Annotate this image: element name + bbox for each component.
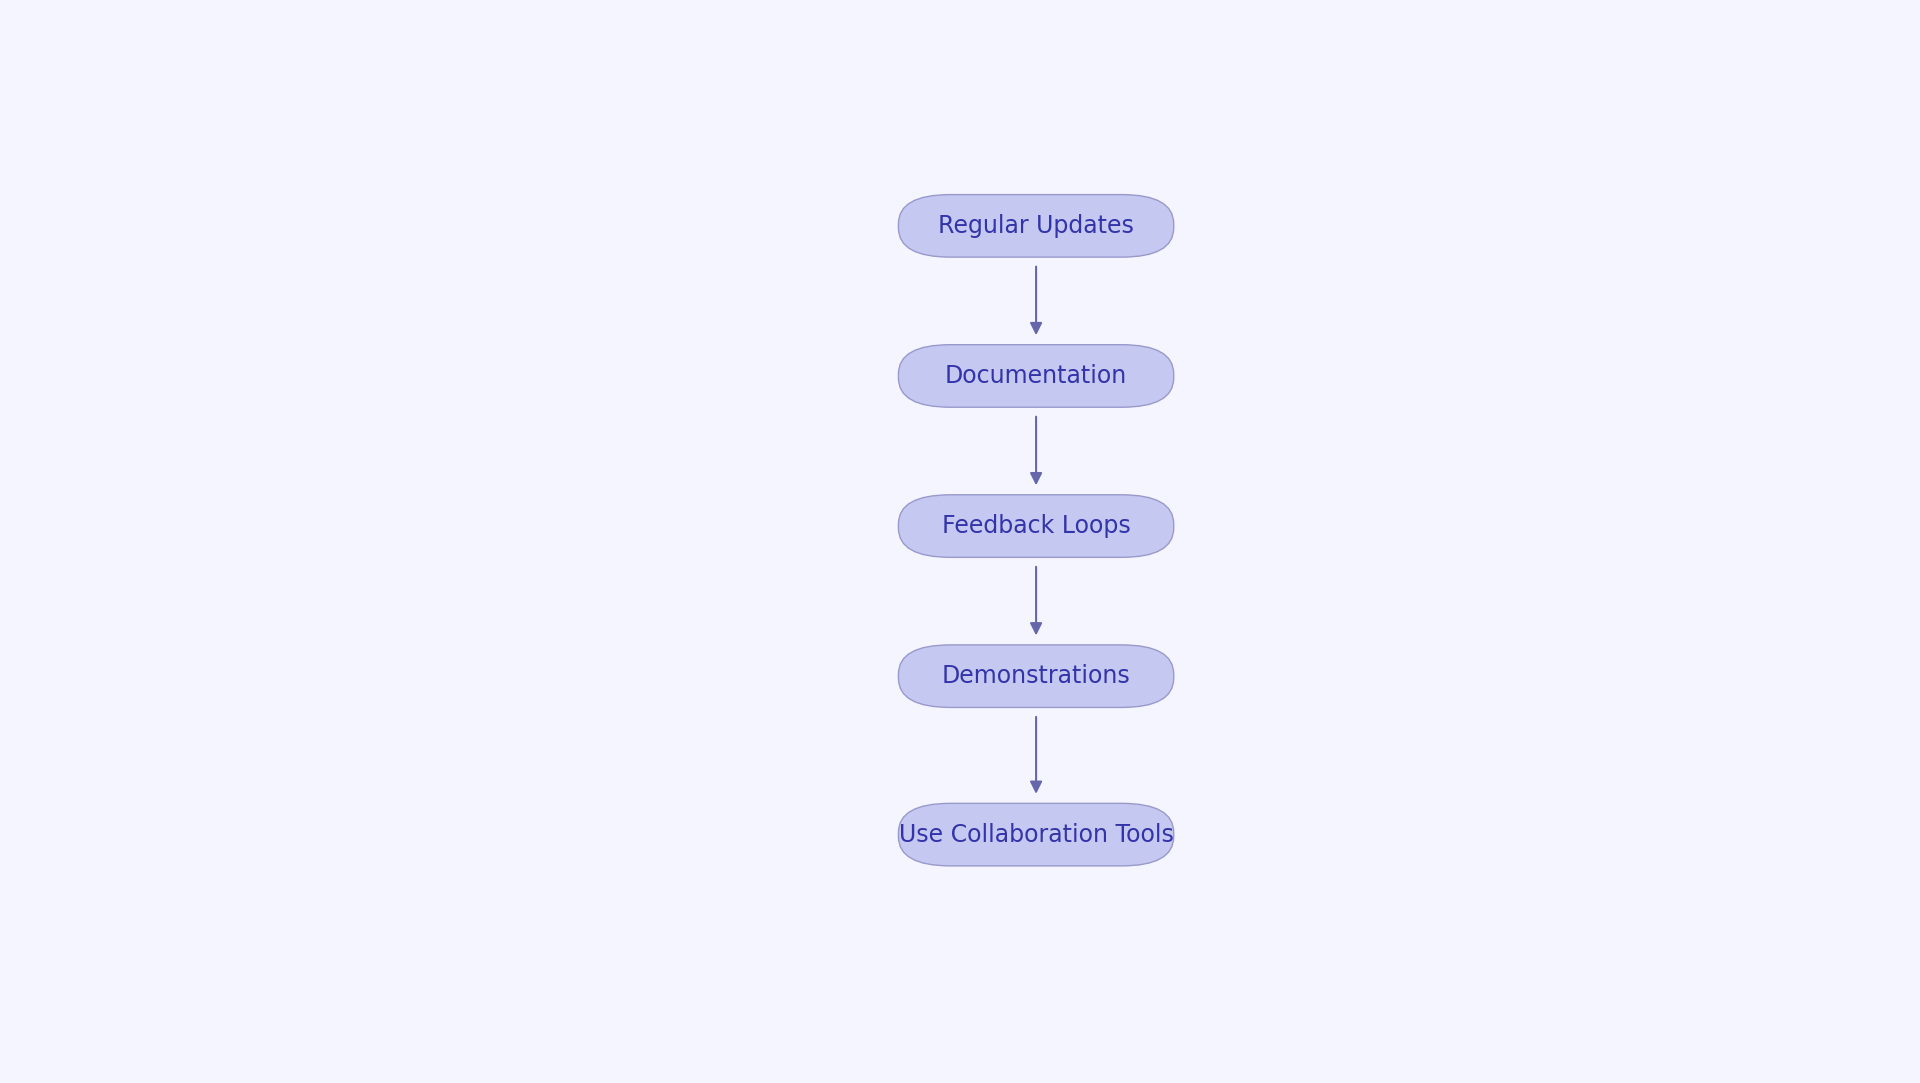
Text: Demonstrations: Demonstrations — [941, 664, 1131, 688]
FancyBboxPatch shape — [899, 195, 1173, 257]
FancyBboxPatch shape — [899, 344, 1173, 407]
Text: Use Collaboration Tools: Use Collaboration Tools — [899, 823, 1173, 847]
FancyBboxPatch shape — [899, 804, 1173, 866]
Text: Feedback Loops: Feedback Loops — [941, 514, 1131, 538]
FancyBboxPatch shape — [899, 644, 1173, 707]
Text: Regular Updates: Regular Updates — [939, 213, 1135, 238]
Text: Documentation: Documentation — [945, 364, 1127, 388]
FancyBboxPatch shape — [899, 495, 1173, 558]
